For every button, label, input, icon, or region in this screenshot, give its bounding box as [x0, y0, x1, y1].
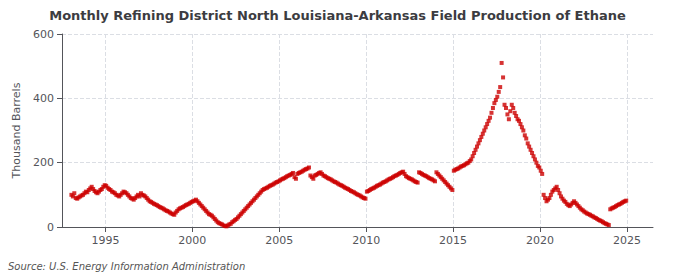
svg-text:Thousand Barrels: Thousand Barrels: [10, 82, 23, 179]
svg-text:1995: 1995: [91, 234, 119, 247]
svg-text:Monthly Refining District Nort: Monthly Refining District North Louisian…: [49, 8, 626, 23]
svg-text:Source: U.S. Energy Informatio: Source: U.S. Energy Information Administ…: [8, 261, 245, 272]
svg-text:400: 400: [33, 92, 54, 105]
svg-text:2025: 2025: [613, 234, 641, 247]
svg-text:0: 0: [47, 221, 54, 234]
svg-text:600: 600: [33, 28, 54, 41]
svg-text:200: 200: [33, 156, 54, 169]
svg-text:2020: 2020: [526, 234, 554, 247]
svg-text:2000: 2000: [178, 234, 206, 247]
svg-text:2010: 2010: [352, 234, 380, 247]
svg-text:2015: 2015: [439, 234, 467, 247]
svg-text:2005: 2005: [265, 234, 293, 247]
